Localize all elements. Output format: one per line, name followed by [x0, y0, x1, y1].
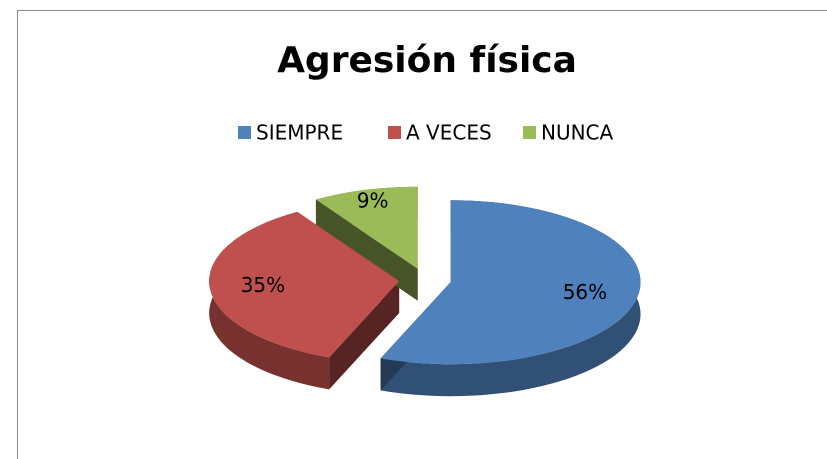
- pie-radial-side: [329, 281, 400, 390]
- pie-radial-side: [315, 199, 418, 301]
- legend-label: NUNCA: [541, 121, 614, 145]
- legend-label: A VECES: [406, 121, 492, 145]
- value-label: 9%: [357, 188, 389, 212]
- value-label: 35%: [241, 273, 285, 297]
- pie-slice: [209, 211, 400, 358]
- labels: 56% 35% 9%: [241, 188, 607, 303]
- legend-label: SIEMPRE: [256, 121, 343, 145]
- legend-swatch: [523, 126, 536, 139]
- value-label: 56%: [563, 280, 607, 304]
- chart-title: Agresión física: [277, 40, 577, 81]
- pie-slice: [315, 186, 418, 269]
- legend-swatch: [238, 126, 251, 139]
- pie-tops: [209, 186, 641, 365]
- pie-slice: [380, 200, 641, 365]
- legend-swatch: [388, 126, 401, 139]
